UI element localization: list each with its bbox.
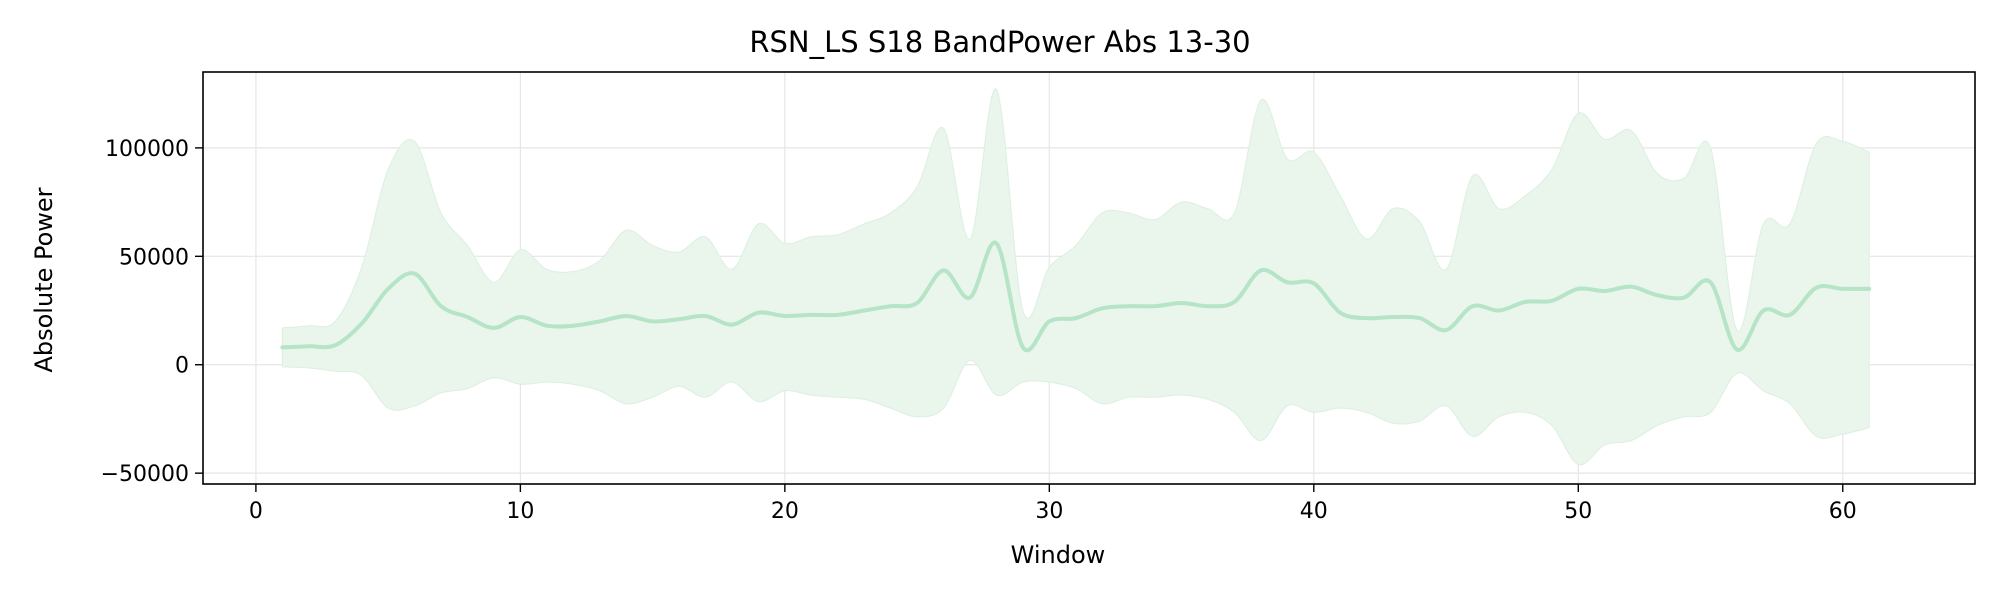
x-tick-label: 50 bbox=[1564, 499, 1592, 524]
x-axis-title: Window bbox=[1011, 541, 1106, 569]
x-tick-label: 10 bbox=[506, 499, 534, 524]
band-layer bbox=[281, 88, 1870, 466]
x-tick-label: 60 bbox=[1829, 499, 1857, 524]
x-tick-label: 30 bbox=[1035, 499, 1063, 524]
variability-band bbox=[281, 88, 1870, 466]
y-tick-label: 0 bbox=[175, 354, 189, 379]
y-tick-label: 100000 bbox=[105, 137, 189, 162]
plot-area-frame bbox=[202, 71, 1976, 485]
x-tick-label: 20 bbox=[771, 499, 799, 524]
mean-line bbox=[280, 240, 1872, 353]
y-tick-label: −50000 bbox=[101, 462, 189, 487]
axis-ticks: 0 10 20 30 40 50 60 −50000 0 50000 100000 bbox=[101, 137, 1857, 524]
y-tick-label: 50000 bbox=[119, 245, 189, 270]
y-axis-title: Absolute Power bbox=[30, 187, 58, 372]
x-tick-label: 0 bbox=[249, 499, 263, 524]
chart-title: RSN_LS S18 BandPower Abs 13-30 bbox=[749, 25, 1250, 59]
line-layer bbox=[280, 240, 1872, 353]
x-tick-label: 40 bbox=[1300, 499, 1328, 524]
